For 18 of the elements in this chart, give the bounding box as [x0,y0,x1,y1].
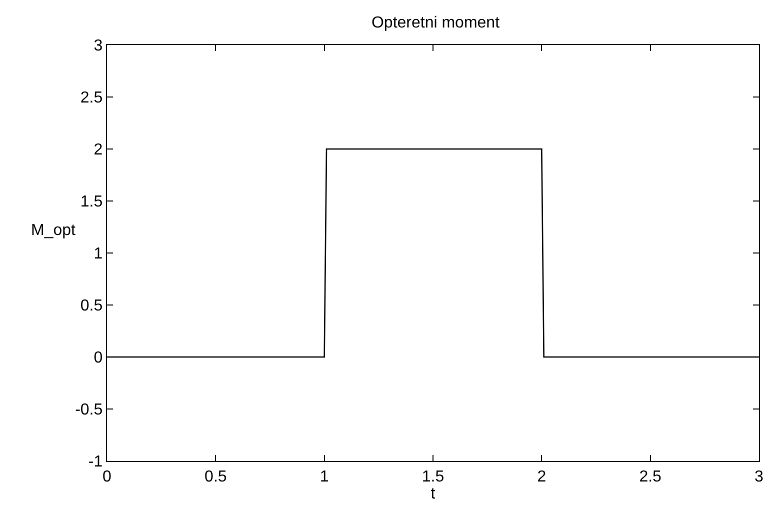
x-tick-label: 2.5 [639,468,662,486]
y-tick-label: 3 [94,38,103,55]
x-tick-label: 2 [537,468,546,486]
y-tick-label: 1 [94,246,103,263]
y-tick-label: -0.5 [75,402,103,419]
chart-title: Opteretni moment [371,14,500,32]
x-tick-label: 0.5 [204,468,227,486]
x-axis-title: t [430,485,436,502]
y-tick-label: -1 [88,454,103,471]
y-axis-title: M_opt [31,222,76,239]
x-tick-label: 3 [754,468,764,486]
y-tick-label: 0.5 [80,298,103,315]
x-tick-label: 1 [320,468,329,486]
y-tick-label: 1.5 [80,194,103,211]
y-tick-label: 2.5 [80,90,103,107]
x-tick-label: 1.5 [422,468,444,486]
y-tick-label: 0 [94,350,103,367]
y-tick-label: 2 [94,142,103,159]
